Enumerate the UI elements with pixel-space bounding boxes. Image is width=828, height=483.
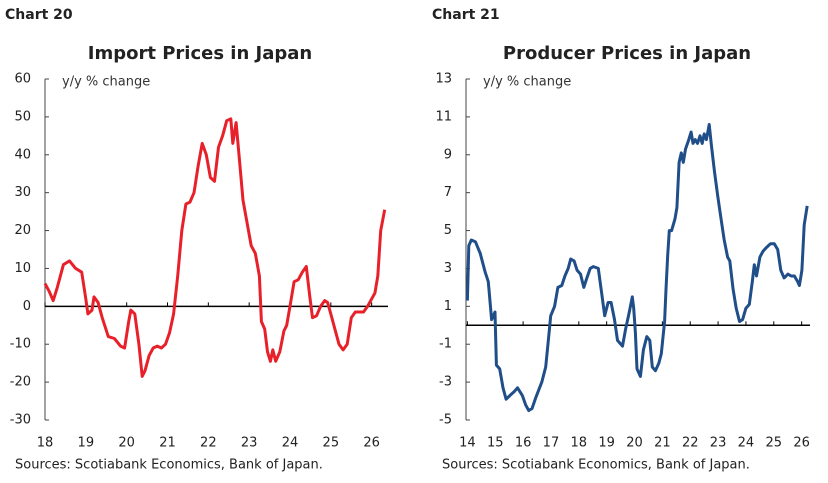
x-tick-label: 21 xyxy=(159,436,176,451)
y-tick-label: 40 xyxy=(14,147,31,162)
x-tick-label: 26 xyxy=(793,436,810,451)
x-tick-label: 26 xyxy=(363,436,380,451)
x-tick-label: 24 xyxy=(282,436,299,451)
x-tick-label: 20 xyxy=(626,436,643,451)
chart-title: Producer Prices in Japan xyxy=(503,43,751,64)
x-tick-label: 18 xyxy=(37,436,54,451)
source-note: Sources: Scotiabank Economics, Bank of J… xyxy=(15,458,323,473)
y-tick-label: 20 xyxy=(14,223,31,238)
x-tick-label: 19 xyxy=(598,436,615,451)
x-tick-label: 21 xyxy=(654,436,671,451)
x-tick-label: 23 xyxy=(710,436,727,451)
source-note: Sources: Scotiabank Economics, Bank of J… xyxy=(442,458,750,473)
y-tick-label: 0 xyxy=(23,299,31,314)
y-tick-label: 30 xyxy=(14,185,31,200)
x-tick-label: 14 xyxy=(459,436,476,451)
y-tick-label: -5 xyxy=(439,413,452,428)
y-tick-label: 11 xyxy=(435,109,452,124)
y-tick-label: -20 xyxy=(10,375,31,390)
y-tick-label: 3 xyxy=(444,261,452,276)
y-tick-label: 10 xyxy=(14,261,31,276)
x-tick-label: 15 xyxy=(487,436,504,451)
y-tick-label: 1 xyxy=(444,299,452,314)
y-tick-label: -3 xyxy=(439,375,452,390)
y-tick-label: -1 xyxy=(439,337,452,352)
y-tick-label: -10 xyxy=(10,337,31,352)
y-tick-label: 5 xyxy=(444,223,452,238)
y-tick-label: 60 xyxy=(14,72,31,87)
chart-label: Chart 20 xyxy=(5,7,73,23)
y-tick-label: 13 xyxy=(435,72,452,87)
x-tick-label: 17 xyxy=(543,436,560,451)
y-tick-label: -30 xyxy=(10,413,31,428)
y-tick-label: 7 xyxy=(444,185,452,200)
y-tick-label: 9 xyxy=(444,147,452,162)
x-tick-label: 16 xyxy=(515,436,532,451)
x-tick-label: 22 xyxy=(200,436,217,451)
chart-title: Import Prices in Japan xyxy=(88,43,313,64)
y-tick-label: 50 xyxy=(14,109,31,124)
x-tick-label: 22 xyxy=(682,436,699,451)
x-tick-label: 20 xyxy=(118,436,135,451)
chart-label: Chart 21 xyxy=(432,7,500,23)
chart-subtitle: y/y % change xyxy=(62,75,150,90)
data-line xyxy=(465,123,809,412)
x-tick-label: 23 xyxy=(241,436,258,451)
x-tick-label: 25 xyxy=(766,436,783,451)
data-line xyxy=(43,117,387,378)
chart-subtitle: y/y % change xyxy=(483,75,571,90)
x-tick-label: 24 xyxy=(738,436,755,451)
x-tick-label: 25 xyxy=(323,436,340,451)
x-tick-label: 19 xyxy=(78,436,95,451)
x-tick-label: 18 xyxy=(571,436,588,451)
